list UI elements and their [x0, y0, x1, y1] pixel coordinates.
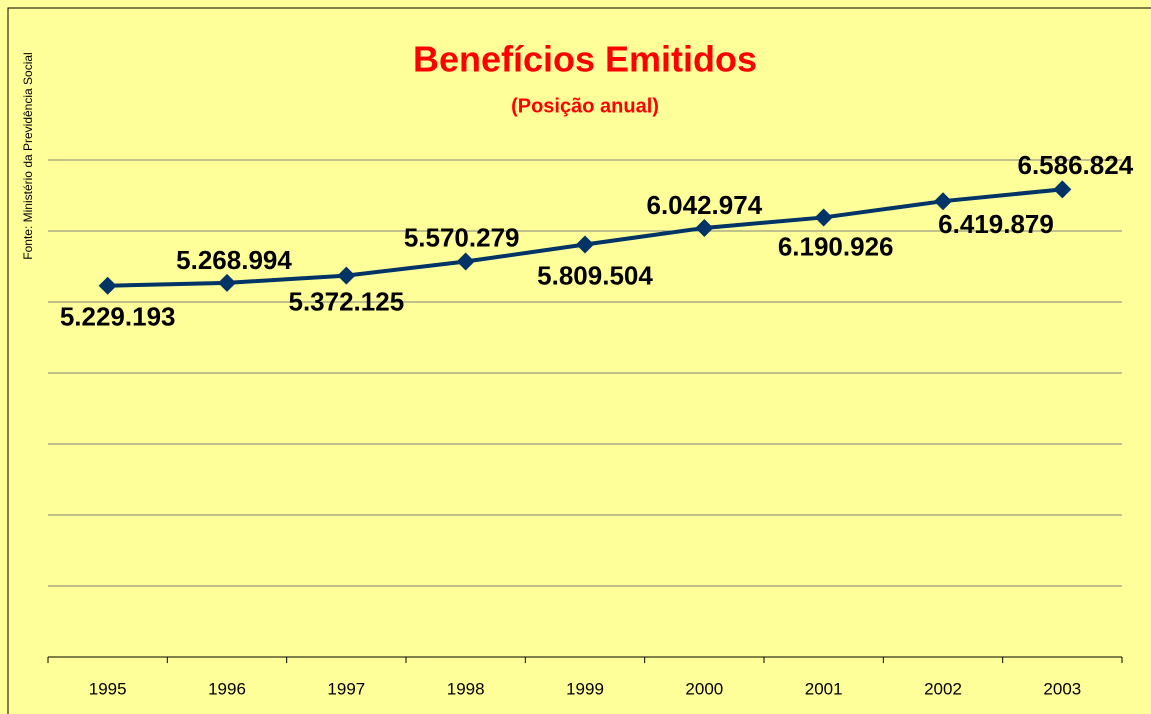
marker	[337, 266, 356, 285]
x-tick-label: 2000	[685, 679, 723, 698]
data-label: 6.042.974	[646, 190, 762, 220]
x-tick-label: 2003	[1043, 679, 1081, 698]
x-tick-label: 2002	[924, 679, 962, 698]
marker	[934, 192, 952, 211]
data-label: 6.586.824	[1017, 150, 1133, 180]
x-tick-label: 1998	[447, 679, 485, 698]
chart-title: Benefícios Emitidos	[413, 39, 757, 80]
x-tick-label: 1997	[327, 679, 365, 698]
chart-subtitle: (Posição anual)	[511, 95, 659, 117]
source-note: Fonte: Ministério da Previdência Social	[21, 52, 35, 259]
x-tick-label: 1999	[566, 679, 604, 698]
data-label: 5.229.193	[60, 302, 176, 332]
marker	[456, 252, 475, 271]
data-label: 5.570.279	[404, 222, 520, 252]
marker	[218, 273, 236, 292]
marker	[98, 276, 117, 295]
marker	[1053, 180, 1072, 199]
x-tick-label: 1996	[208, 679, 246, 698]
chart-frame	[7, 7, 1151, 714]
data-label: 5.809.504	[537, 260, 653, 290]
marker	[814, 208, 833, 227]
data-label: 5.268.994	[176, 245, 292, 275]
marker	[695, 218, 714, 237]
x-tick-label: 1995	[89, 679, 127, 698]
data-label: 5.372.125	[288, 286, 404, 316]
data-label: 6.190.926	[778, 231, 894, 261]
x-tick-label: 2001	[805, 679, 843, 698]
marker	[576, 235, 594, 254]
data-label: 6.419.879	[938, 209, 1054, 239]
